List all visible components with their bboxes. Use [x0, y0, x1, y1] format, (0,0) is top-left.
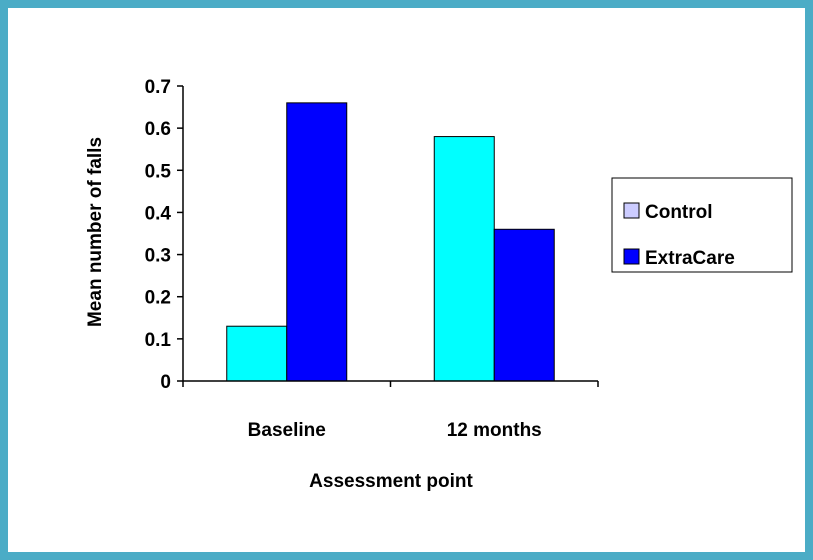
legend-swatch-extracare	[623, 248, 640, 265]
y-tick-label: 0.5	[145, 161, 172, 182]
legend: Control ExtraCare	[611, 177, 793, 273]
y-tick-label: 0.7	[145, 77, 171, 98]
x-tick-label: Baseline	[248, 420, 326, 441]
y-ticks-group: 0 0.1 0.2 0.3 0.4 0.5 0.6 0.7	[145, 77, 183, 393]
y-axis-title: Mean number of falls	[85, 137, 106, 327]
legend-label-control: Control	[645, 202, 713, 223]
x-tick-label: 12 months	[447, 420, 542, 441]
y-tick-label: 0.4	[145, 203, 172, 224]
y-tick-label: 0.1	[145, 330, 172, 351]
legend-label-extracare: ExtraCare	[645, 248, 735, 269]
x-axis-title: Assessment point	[309, 471, 473, 492]
bar-extracare-baseline	[286, 102, 348, 382]
y-tick-label: 0.2	[145, 288, 171, 309]
bars-group	[226, 102, 555, 382]
bar-extracare-12-months	[493, 228, 555, 382]
legend-swatch-control	[623, 202, 640, 219]
bar-control-12-months	[433, 136, 495, 382]
y-tick-label: 0.3	[145, 246, 171, 267]
y-tick-label: 0.6	[145, 119, 171, 140]
y-tick-label: 0	[160, 372, 171, 393]
legend-box	[611, 177, 793, 273]
bar-control-baseline	[226, 325, 288, 382]
x-ticks-group: Baseline 12 months	[182, 381, 599, 441]
